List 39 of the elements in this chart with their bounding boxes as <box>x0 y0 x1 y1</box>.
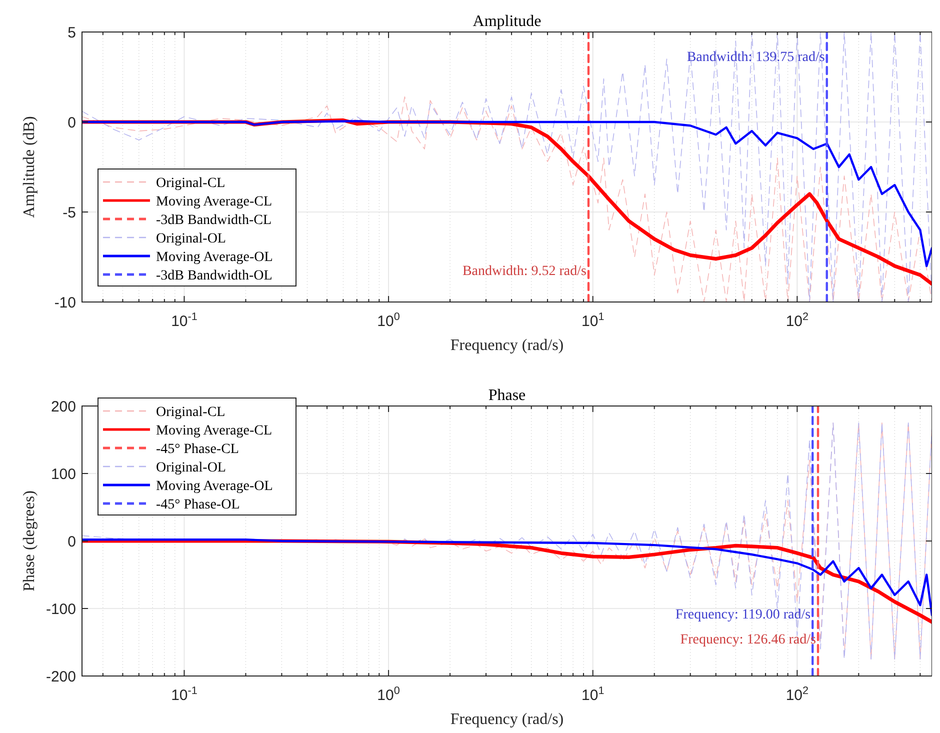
y-axis-title: Amplitude (dB) <box>21 116 38 218</box>
annotation: Bandwidth: 139.75 rad/s <box>686 50 825 65</box>
legend-label: Moving Average-CL <box>156 423 272 438</box>
y-tick-label: -10 <box>54 294 76 312</box>
chart-title: Amplitude <box>472 13 542 30</box>
x-tick-label: 10$^{2}$ <box>786 311 809 330</box>
legend-label: Original-OL <box>156 460 226 476</box>
legend-label: Original-CL <box>156 176 226 191</box>
y-tick-label: 0 <box>68 114 76 132</box>
annotation: Frequency: 126.46 rad/s <box>680 632 816 648</box>
legend-label: Moving Average-CL <box>156 194 272 210</box>
legend-label: Moving Average-OL <box>156 478 273 494</box>
x-tick-label: 10$^{-1}$ <box>171 311 198 330</box>
y-tick-label: -100 <box>46 600 76 618</box>
legend-label: Original-OL <box>156 231 226 246</box>
annotation: Bandwidth: 9.52 rad/s <box>462 264 586 279</box>
x-tick-label: 10$^{0}$ <box>377 311 400 330</box>
y-tick-label: -5 <box>62 204 76 222</box>
x-tick-label: 10$^{1}$ <box>582 311 604 330</box>
y-tick-label: -200 <box>46 668 76 686</box>
legend-label: Original-CL <box>156 404 226 420</box>
x-tick-label: 10$^{1}$ <box>582 685 604 704</box>
chart-title: Phase <box>488 387 526 404</box>
x-tick-label: 10$^{-1}$ <box>171 685 198 704</box>
legend-label: -3dB Bandwidth-CL <box>156 212 272 228</box>
legend-label: Moving Average-OL <box>156 250 273 265</box>
y-axis-title: Phase (degrees) <box>21 490 38 592</box>
x-axis-title: Frequency (rad/s) <box>450 711 564 728</box>
legend-label: -45° Phase-OL <box>156 497 240 512</box>
y-tick-label: 200 <box>50 398 76 416</box>
x-axis-title: Frequency (rad/s) <box>450 337 564 354</box>
y-tick-label: 100 <box>50 466 76 483</box>
annotation: Frequency: 119.00 rad/s <box>675 608 811 623</box>
y-tick-label: 0 <box>68 533 76 550</box>
legend-label: -3dB Bandwidth-OL <box>156 268 272 284</box>
legend-label: -45° Phase-CL <box>156 442 239 457</box>
x-tick-label: 10$^{2}$ <box>786 685 809 704</box>
y-tick-label: 5 <box>68 24 76 42</box>
x-tick-label: 10$^{0}$ <box>377 685 400 704</box>
